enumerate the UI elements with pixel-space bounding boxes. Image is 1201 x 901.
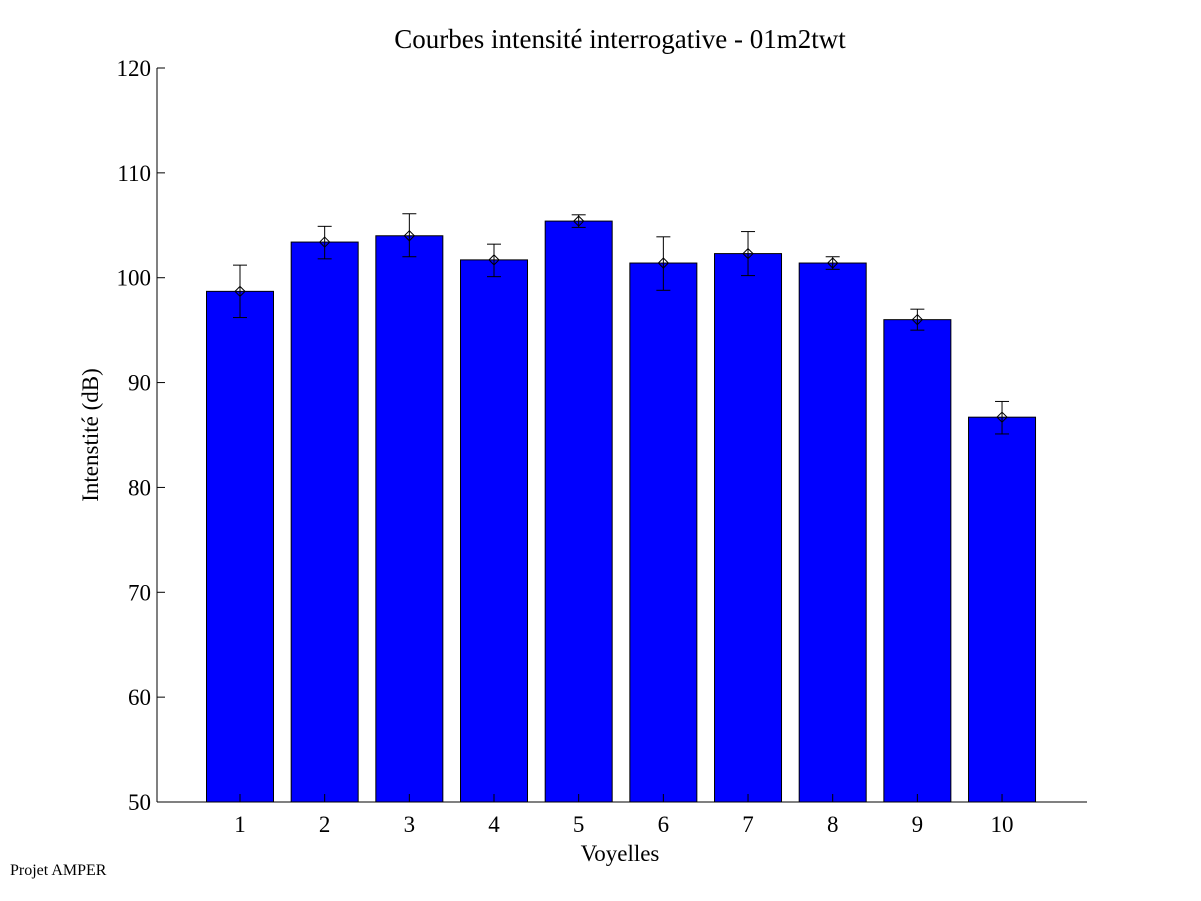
bar-9 <box>883 319 952 803</box>
footer-credit: Projet AMPER <box>10 862 107 879</box>
bar-1 <box>206 290 274 803</box>
x-tick-label-4: 4 <box>488 812 500 837</box>
y-tick-label-80: 80 <box>128 475 151 500</box>
x-tick-label-10: 10 <box>991 812 1014 837</box>
bar-7 <box>714 253 783 803</box>
mean-marker-5 <box>572 215 585 227</box>
x-axis-label: Voyelles <box>581 841 660 866</box>
y-axis-label: Intenstité (dB) <box>78 368 103 502</box>
bar-10 <box>968 416 1037 803</box>
bar-8 <box>798 262 867 803</box>
x-tick-label-8: 8 <box>827 812 839 837</box>
mean-marker-3 <box>403 230 416 242</box>
error-bars-group <box>233 213 1010 435</box>
bar-6 <box>629 262 698 803</box>
axes-group <box>156 68 1087 803</box>
bar-4 <box>460 259 529 803</box>
x-ticks-group: 1 2 3 4 5 6 7 8 9 10 <box>234 794 1014 837</box>
mean-marker-2 <box>318 236 331 248</box>
y-tick-label-100: 100 <box>117 266 152 291</box>
bar-5 <box>544 220 613 803</box>
x-tick-label-9: 9 <box>912 812 924 837</box>
y-tick-label-70: 70 <box>128 580 151 605</box>
mean-marker-7 <box>742 247 754 260</box>
y-tick-label-90: 90 <box>128 371 151 396</box>
x-tick-label-2: 2 <box>319 812 331 837</box>
x-tick-label-3: 3 <box>404 812 416 837</box>
bar-3 <box>375 235 444 803</box>
mean-marker-1 <box>234 285 246 298</box>
bar-2 <box>290 241 359 803</box>
mean-marker-6 <box>657 257 670 269</box>
x-tick-label-6: 6 <box>658 812 670 837</box>
mean-marker-4 <box>488 254 500 266</box>
x-tick-label-1: 1 <box>234 812 246 837</box>
mean-marker-8 <box>826 257 839 269</box>
chart-title: Courbes intensité interrogative - 01m2tw… <box>394 24 846 54</box>
x-tick-label-7: 7 <box>742 812 754 837</box>
y-tick-label-60: 60 <box>128 685 151 710</box>
y-tick-label-110: 110 <box>117 161 151 186</box>
bars-group <box>206 220 1037 803</box>
y-tick-label-120: 120 <box>117 56 152 81</box>
mean-marker-9 <box>911 313 924 326</box>
mean-marker-10 <box>996 411 1008 423</box>
y-tick-label-50: 50 <box>128 790 151 815</box>
y-ticks-group: 50 60 70 80 90 100 110 120 <box>117 56 165 815</box>
x-tick-label-5: 5 <box>573 812 585 837</box>
